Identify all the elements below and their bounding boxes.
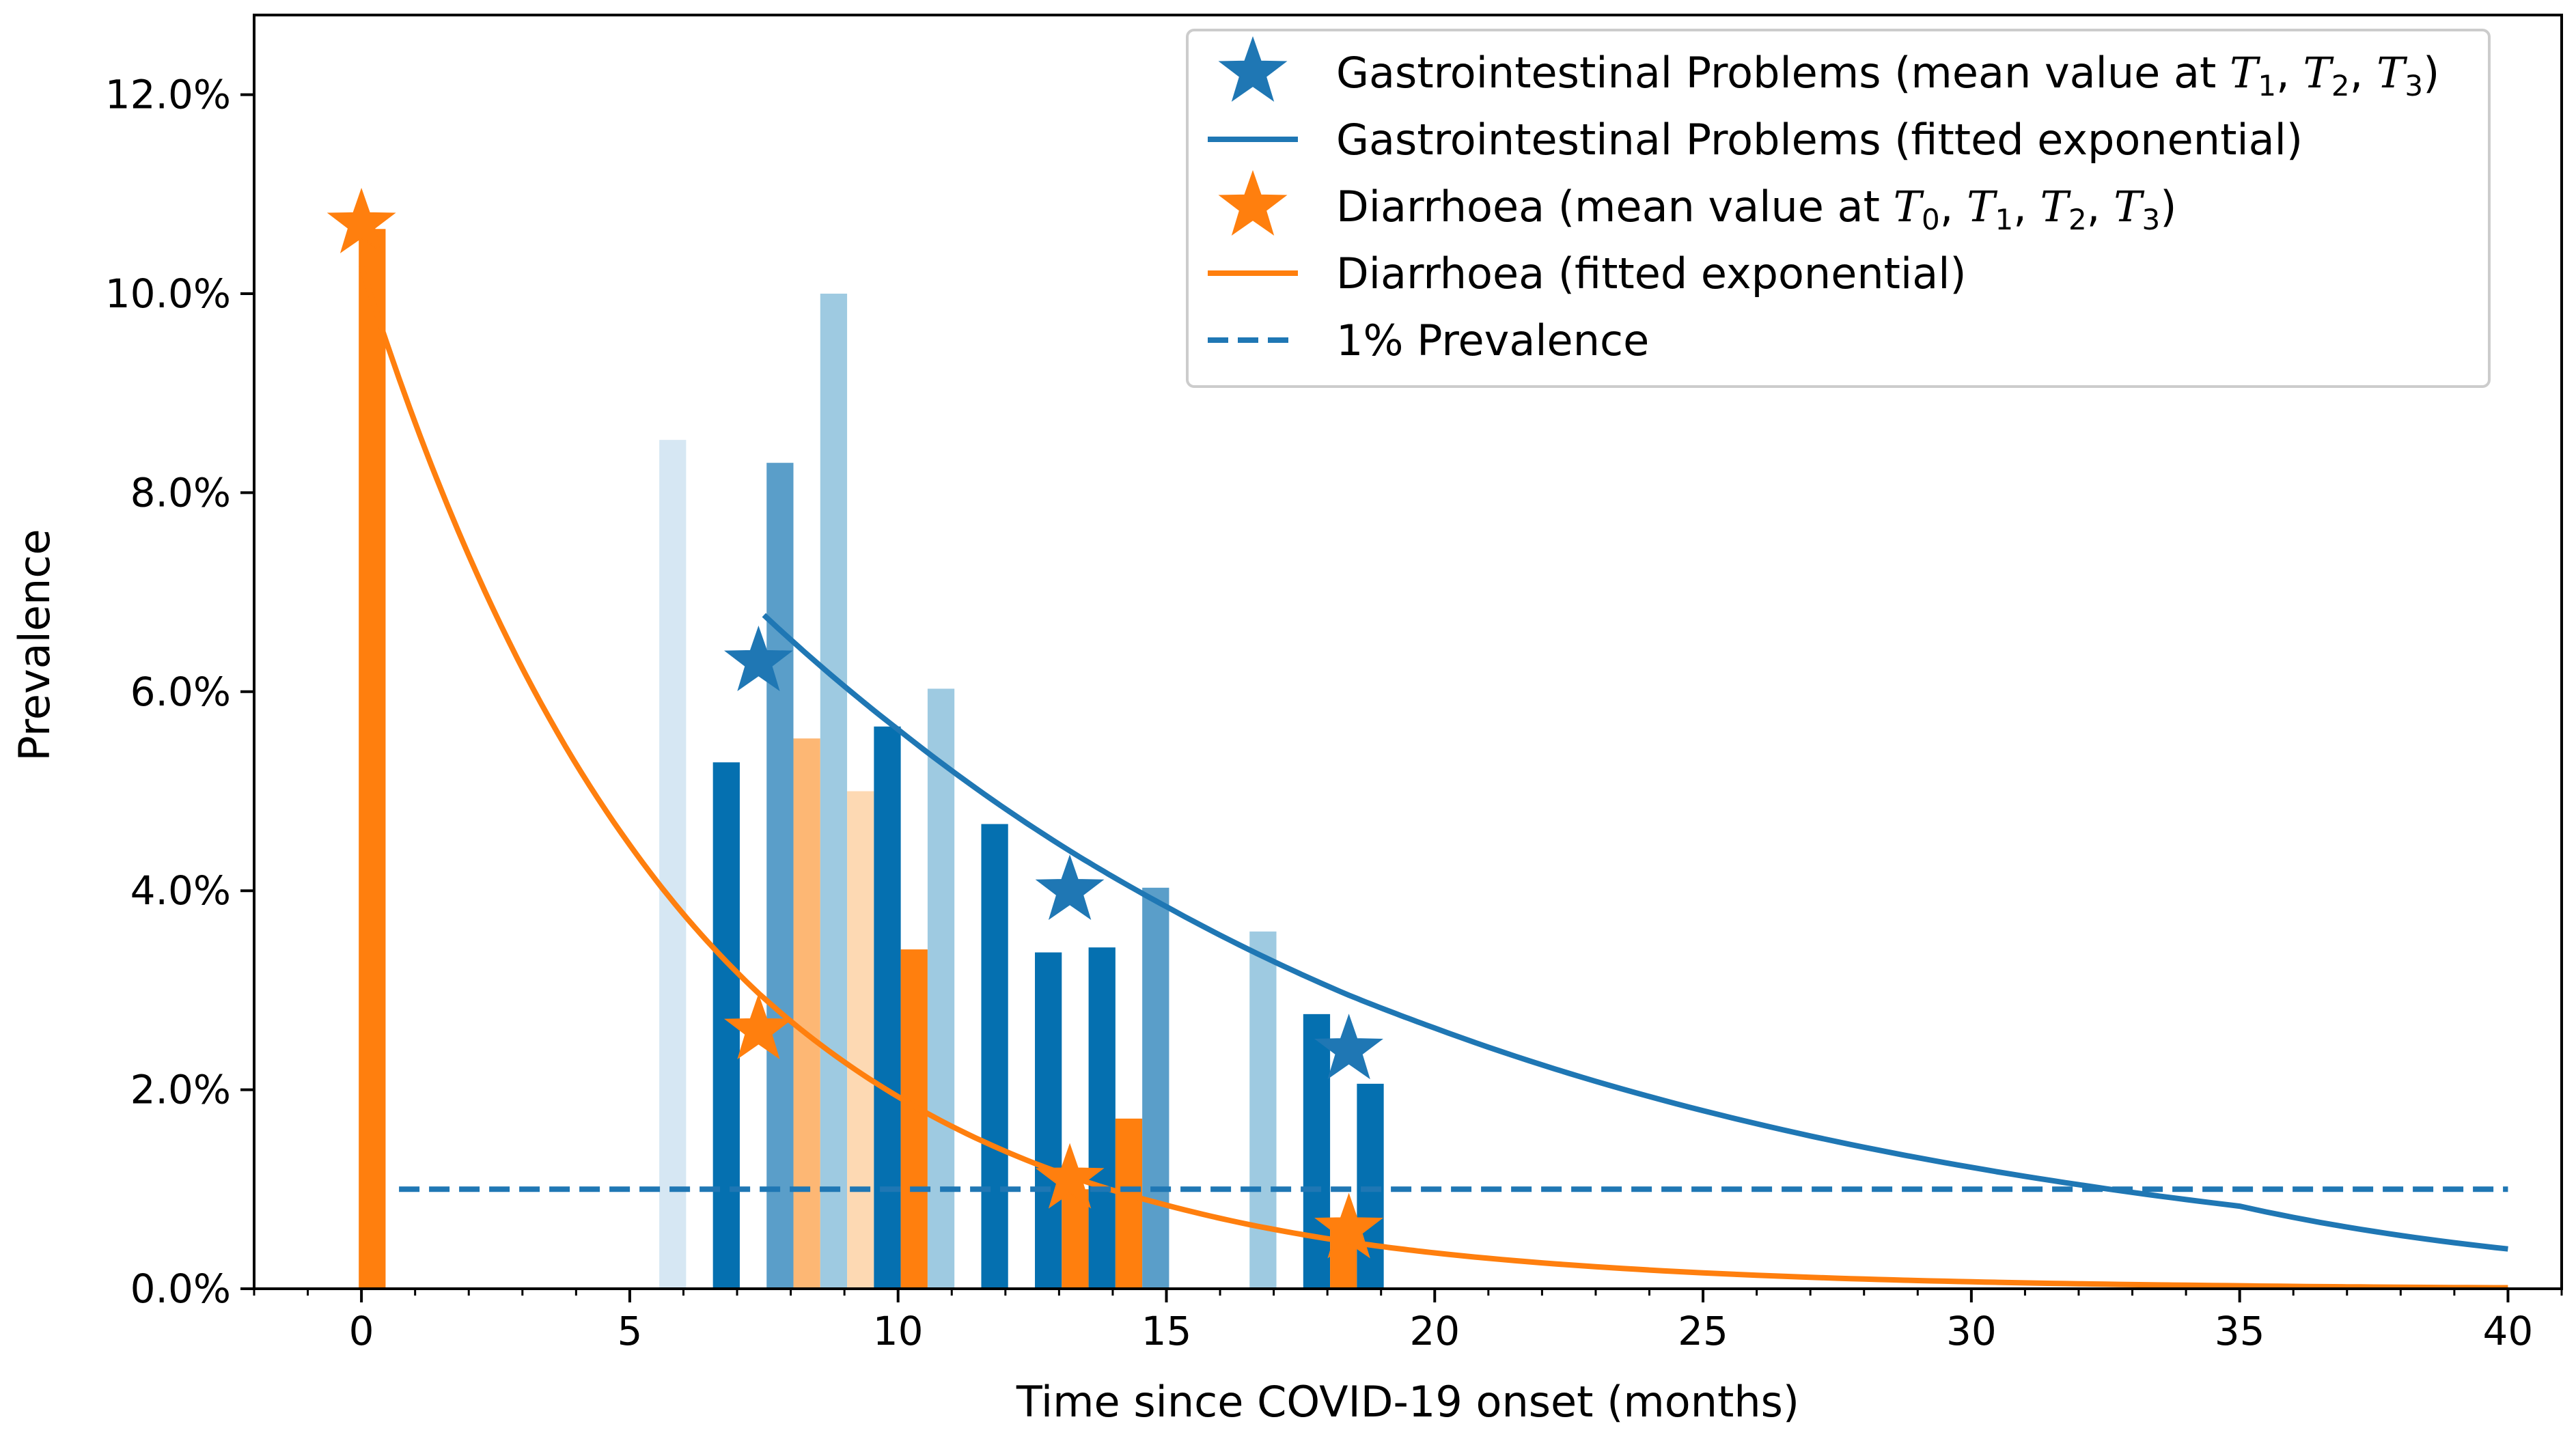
legend-label: Gastrointestinal Problems (mean value at… [1336,48,2439,102]
bar-1 [659,440,687,1289]
legend-label: Diarrhoea (fitted exponential) [1336,249,1967,298]
bar-0 [359,229,386,1289]
x-tick-label: 15 [1141,1308,1192,1354]
y-tick-label: 0.0% [130,1266,231,1312]
legend-star-icon [1218,169,1288,236]
bar-11 [1035,952,1062,1289]
x-tick-label: 10 [873,1308,924,1354]
bar-13 [1088,947,1116,1289]
y-tick-label: 4.0% [130,867,231,914]
bar-6 [847,791,874,1289]
legend-label: Gastrointestinal Problems (fitted expone… [1336,115,2303,165]
x-tick-label: 5 [617,1308,642,1354]
x-tick-label: 30 [1946,1308,1997,1354]
star-marker-2-0 [327,187,396,253]
series-line-1 [762,613,2508,1252]
star-marker-0-0 [724,626,793,691]
legend-label: Diarrhoea (mean value at T0, T1, T2, T3) [1336,182,2176,236]
bar-4 [793,738,820,1289]
x-tick-label: 25 [1678,1308,1728,1354]
star-marker-group [327,187,1383,1259]
line-group [359,264,2508,1289]
legend: Gastrointestinal Problems (mean value at… [1186,29,2491,388]
y-tick-label: 6.0% [130,669,231,715]
bar-17 [1303,1014,1331,1289]
x-tick-label: 20 [1409,1308,1460,1354]
bar-10 [981,824,1008,1289]
series-line-3 [359,264,2508,1289]
bar-12 [1062,1189,1089,1289]
bar-19 [1357,1083,1384,1289]
star-marker-0-1 [1035,854,1105,921]
star-marker-2-1 [724,994,793,1060]
y-tick-label: 10.0% [105,270,231,317]
bar-5 [820,293,848,1289]
bar-3 [766,462,794,1289]
bar-7 [874,726,901,1289]
y-tick-label: 12.0% [105,72,231,118]
bar-14 [1115,1118,1143,1289]
bar-15 [1142,887,1169,1289]
bar-8 [900,949,928,1289]
x-tick-label: 0 [349,1308,374,1354]
x-tick-label: 40 [2483,1308,2534,1354]
bar-16 [1249,931,1277,1289]
legend-box [1186,29,2491,388]
x-axis-label: Time since COVID-19 onset (months) [1016,1377,1799,1427]
bar-9 [927,688,955,1289]
star-marker-2-2 [1035,1143,1105,1209]
plot-frame [253,14,2563,1290]
legend-label: 1% Prevalence [1336,316,1649,365]
y-axis-label: Prevalence [10,529,59,761]
y-tick-label: 8.0% [130,469,231,516]
legend-star-icon [1218,36,1288,102]
bar-group [359,229,1384,1289]
star-marker-2-3 [1314,1192,1383,1259]
y-tick-label: 2.0% [130,1067,231,1113]
axes: 0 5 10 15 20 25 30 35 40 0.0% 2.0% 4.0% 6.0% 8.0% 10.0… [105,14,2563,1354]
star-marker-0-2 [1314,1014,1383,1080]
x-tick-label: 35 [2215,1308,2265,1354]
